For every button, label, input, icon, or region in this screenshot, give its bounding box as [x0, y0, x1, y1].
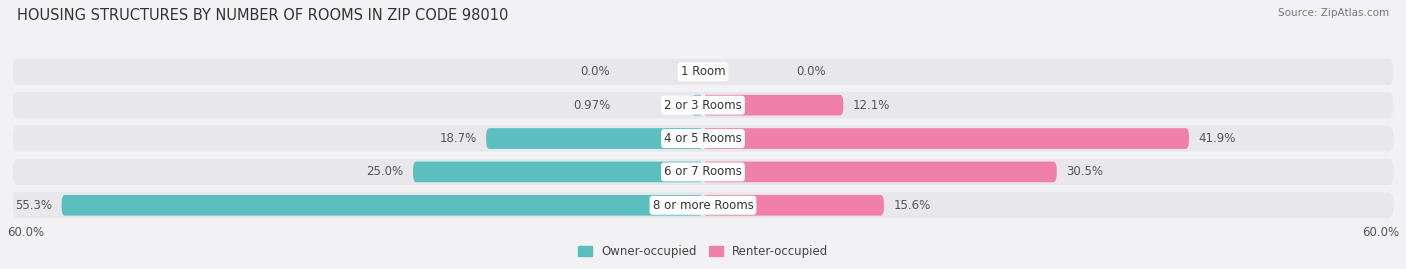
- Text: 0.0%: 0.0%: [581, 65, 610, 78]
- FancyBboxPatch shape: [703, 128, 1189, 149]
- Text: 18.7%: 18.7%: [440, 132, 477, 145]
- FancyBboxPatch shape: [703, 162, 1057, 182]
- FancyBboxPatch shape: [703, 195, 884, 216]
- Text: 0.97%: 0.97%: [574, 99, 610, 112]
- Text: 30.5%: 30.5%: [1066, 165, 1104, 178]
- Text: 2 or 3 Rooms: 2 or 3 Rooms: [664, 99, 742, 112]
- FancyBboxPatch shape: [413, 162, 703, 182]
- Text: 4 or 5 Rooms: 4 or 5 Rooms: [664, 132, 742, 145]
- FancyBboxPatch shape: [13, 92, 1393, 118]
- FancyBboxPatch shape: [13, 126, 1393, 151]
- Text: HOUSING STRUCTURES BY NUMBER OF ROOMS IN ZIP CODE 98010: HOUSING STRUCTURES BY NUMBER OF ROOMS IN…: [17, 8, 508, 23]
- Legend: Owner-occupied, Renter-occupied: Owner-occupied, Renter-occupied: [572, 241, 834, 263]
- Text: 6 or 7 Rooms: 6 or 7 Rooms: [664, 165, 742, 178]
- Text: 60.0%: 60.0%: [1362, 226, 1399, 239]
- Text: 25.0%: 25.0%: [367, 165, 404, 178]
- Text: 55.3%: 55.3%: [15, 199, 52, 212]
- FancyBboxPatch shape: [13, 159, 1393, 185]
- Text: Source: ZipAtlas.com: Source: ZipAtlas.com: [1278, 8, 1389, 18]
- FancyBboxPatch shape: [486, 128, 703, 149]
- FancyBboxPatch shape: [62, 195, 703, 216]
- Text: 15.6%: 15.6%: [893, 199, 931, 212]
- FancyBboxPatch shape: [13, 192, 1393, 218]
- Text: 8 or more Rooms: 8 or more Rooms: [652, 199, 754, 212]
- Text: 60.0%: 60.0%: [7, 226, 44, 239]
- FancyBboxPatch shape: [692, 95, 703, 115]
- Text: 12.1%: 12.1%: [852, 99, 890, 112]
- FancyBboxPatch shape: [13, 59, 1393, 85]
- FancyBboxPatch shape: [703, 95, 844, 115]
- Text: 41.9%: 41.9%: [1198, 132, 1236, 145]
- Text: 0.0%: 0.0%: [796, 65, 825, 78]
- Text: 1 Room: 1 Room: [681, 65, 725, 78]
